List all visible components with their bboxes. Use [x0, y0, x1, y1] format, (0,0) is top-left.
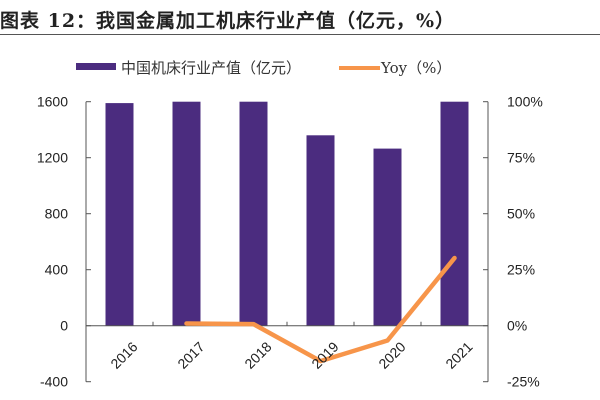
left-tick-label: 0	[60, 318, 68, 334]
left-tick-label: 1200	[37, 150, 68, 166]
x-tick-label: 2021	[442, 338, 475, 371]
right-tick-label: 100%	[507, 94, 543, 110]
left-tick-label: 400	[45, 262, 69, 278]
legend-bar-swatch	[76, 63, 116, 70]
right-tick-label: 25%	[507, 262, 535, 278]
bar-2016	[105, 103, 134, 326]
bar-2019	[306, 135, 335, 326]
x-tick-label: 2018	[241, 338, 274, 371]
legend-line-label: Yoy（%）	[380, 59, 451, 77]
x-tick-label: 2017	[174, 338, 207, 371]
legend-bar-label: 中国机床行业产值（亿元）	[121, 59, 301, 77]
bar-2021	[440, 101, 469, 326]
right-tick-label: 75%	[507, 150, 535, 166]
x-tick-label: 2016	[107, 338, 140, 371]
bar-2018	[239, 101, 268, 326]
bar-2017	[172, 101, 201, 326]
left-tick-label: 1600	[37, 94, 68, 110]
title-divider	[0, 34, 600, 35]
bar-2020	[373, 148, 402, 326]
right-tick-label: 50%	[507, 206, 535, 222]
left-tick-label: 800	[45, 206, 69, 222]
left-tick-label: -400	[40, 374, 68, 390]
right-tick-label: -25%	[507, 374, 540, 390]
chart-title: 图表 12：我国金属加工机床行业产值（亿元，%）	[0, 10, 456, 32]
right-tick-label: 0%	[507, 318, 527, 334]
